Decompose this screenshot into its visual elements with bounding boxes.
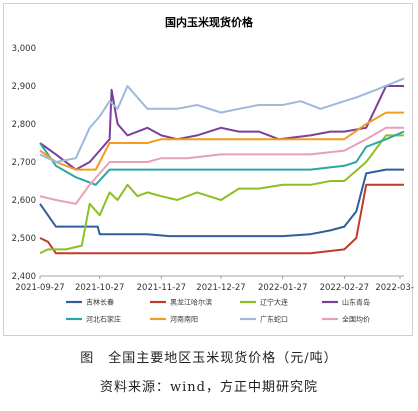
x-tick-label: 2022-03-27 xyxy=(375,283,414,293)
x-tick-label: 2021-10-27 xyxy=(75,283,124,293)
source-note: 资料来源：wind，方正中期研究院 xyxy=(100,380,318,395)
legend-label: 河北石家庄 xyxy=(86,315,121,324)
y-tick-label: 3,000 xyxy=(12,44,36,54)
series-line xyxy=(39,111,404,171)
legend-label: 河南南阳 xyxy=(170,315,198,324)
y-tick-label: 2,900 xyxy=(12,82,36,92)
legend-label: 吉林长春 xyxy=(86,298,114,307)
x-tick-label: 2022-02-27 xyxy=(320,283,369,293)
axes: 2,400 2,500 2,600 2,700 2,800 2,900 3,000 2021-… xyxy=(12,44,414,293)
series-line xyxy=(39,77,405,163)
y-tick-label: 2,800 xyxy=(12,120,36,130)
legend-label: 山东青岛 xyxy=(342,298,370,307)
chart-title: 国内玉米现货价格 xyxy=(165,16,253,29)
y-tick-label: 2,700 xyxy=(12,158,36,168)
x-tick-label: 2021-12-27 xyxy=(196,283,245,293)
x-tick-label: 2021-11-27 xyxy=(137,283,186,293)
figure-caption: 图 全国主要地区玉米现货价格（元/吨） xyxy=(80,351,338,366)
series-line xyxy=(39,134,404,255)
x-tick-label: 2022-01-27 xyxy=(258,283,307,293)
legend-label: 全国均价 xyxy=(342,315,370,324)
y-tick-label: 2,400 xyxy=(12,272,36,282)
line-chart: 2,400 2,500 2,600 2,700 2,800 2,900 3,000 2021-… xyxy=(12,44,414,324)
series-line xyxy=(39,183,404,255)
x-tick-label: 2021-09-27 xyxy=(15,283,64,293)
legend-label: 辽宁大连 xyxy=(260,298,288,307)
legend-label: 黑龙江哈尔滨 xyxy=(170,298,212,307)
legend-label: 广东蛇口 xyxy=(260,315,288,324)
y-tick-label: 2,600 xyxy=(12,196,36,206)
series-line xyxy=(39,126,404,205)
y-tick-label: 2,500 xyxy=(12,234,36,244)
series-lines xyxy=(39,77,405,255)
chart-frame: 国内玉米现货价格 2,400 2,500 2,600 2,700 2,800 2,900 3… xyxy=(3,3,414,336)
series-line xyxy=(39,130,405,186)
series-line xyxy=(39,168,404,238)
